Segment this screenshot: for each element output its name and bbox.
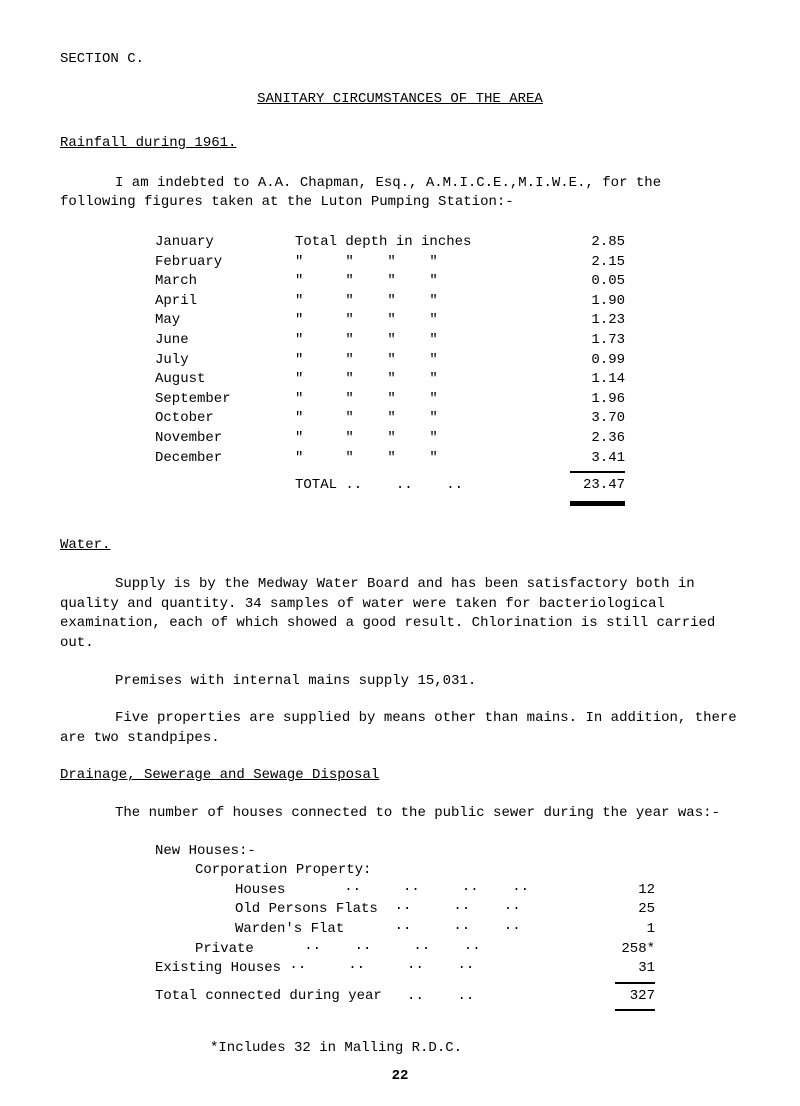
- corporation-label: Corporation Property:: [155, 861, 740, 881]
- house-label: Existing Houses ·· ·· ·· ··: [155, 959, 595, 979]
- month-cell: November: [155, 429, 295, 449]
- total-row: TOTAL .. .. .. 23.47: [155, 476, 740, 496]
- table-row: July " " " " 0.99: [155, 351, 740, 371]
- ditto-cell: " " " ": [295, 429, 555, 449]
- house-value: 258*: [595, 940, 655, 960]
- house-value: 25: [595, 900, 655, 920]
- double-line: [570, 501, 625, 506]
- page-number: 22: [60, 1067, 740, 1087]
- houses-table: New Houses:- Corporation Property: House…: [155, 842, 740, 1015]
- intro-paragraph: I am indebted to A.A. Chapman, Esq., A.M…: [60, 174, 740, 213]
- month-cell: January: [155, 233, 295, 253]
- water-paragraph-1: Supply is by the Medway Water Board and …: [60, 575, 740, 653]
- table-row: May " " " " 1.23: [155, 311, 740, 331]
- rainfall-table: January Total depth in inches 2.85 Febru…: [155, 233, 740, 526]
- total-row: [155, 496, 740, 526]
- rainfall-heading: Rainfall during 1961.: [60, 134, 740, 154]
- month-cell: July: [155, 351, 295, 371]
- divider-line: [615, 1009, 655, 1011]
- new-houses-label: New Houses:-: [155, 842, 740, 862]
- table-row: Old Persons Flats ·· ·· ·· 25: [155, 900, 740, 920]
- month-cell: August: [155, 370, 295, 390]
- table-row: January Total depth in inches 2.85: [155, 233, 740, 253]
- house-label: Private ·· ·· ·· ··: [195, 940, 595, 960]
- value-cell: 3.70: [555, 409, 625, 429]
- house-value: 1: [595, 920, 655, 940]
- ditto-cell: " " " ": [295, 390, 555, 410]
- table-row: February " " " " 2.15: [155, 253, 740, 273]
- total-value: 23.47: [555, 476, 625, 496]
- ditto-cell: " " " ": [295, 370, 555, 390]
- water-paragraph-3: Five properties are supplied by means ot…: [60, 709, 740, 748]
- house-label: Warden's Flat ·· ·· ··: [235, 920, 595, 940]
- divider-line: [570, 471, 625, 473]
- total-connected-label: Total connected during year .. ..: [155, 987, 595, 1007]
- month-cell: December: [155, 449, 295, 469]
- ditto-cell: " " " ": [295, 331, 555, 351]
- value-cell: 2.36: [555, 429, 625, 449]
- table-row: March " " " " 0.05: [155, 272, 740, 292]
- table-row: April " " " " 1.90: [155, 292, 740, 312]
- month-cell: February: [155, 253, 295, 273]
- depth-header: Total depth in inches: [295, 233, 555, 253]
- value-cell: 1.90: [555, 292, 625, 312]
- month-cell: April: [155, 292, 295, 312]
- month-cell: March: [155, 272, 295, 292]
- drainage-heading: Drainage, Sewerage and Sewage Disposal: [60, 766, 740, 786]
- table-row: September " " " " 1.96: [155, 390, 740, 410]
- table-row: December " " " " 3.41: [155, 449, 740, 469]
- footnote: *Includes 32 in Malling R.D.C.: [210, 1039, 740, 1059]
- house-label: Houses ·· ·· ·· ··: [235, 881, 595, 901]
- month-cell: May: [155, 311, 295, 331]
- value-cell: 1.73: [555, 331, 625, 351]
- value-cell: 1.96: [555, 390, 625, 410]
- drainage-paragraph: The number of houses connected to the pu…: [60, 804, 740, 824]
- water-paragraph-2: Premises with internal mains supply 15,0…: [60, 672, 740, 692]
- value-cell: 1.23: [555, 311, 625, 331]
- value-cell: 2.15: [555, 253, 625, 273]
- total-connected-value: 327: [595, 987, 655, 1007]
- table-row: November " " " " 2.36: [155, 429, 740, 449]
- table-row: August " " " " 1.14: [155, 370, 740, 390]
- month-cell: June: [155, 331, 295, 351]
- value-cell: 2.85: [555, 233, 625, 253]
- total-label: TOTAL .. .. ..: [295, 476, 555, 496]
- sum-line-row: [155, 979, 740, 987]
- total-row: [155, 468, 740, 476]
- month-cell: September: [155, 390, 295, 410]
- ditto-cell: " " " ": [295, 409, 555, 429]
- sum-line-row: [155, 1006, 740, 1014]
- total-connected-row: Total connected during year .. .. 327: [155, 987, 740, 1007]
- page-title: SANITARY CIRCUMSTANCES OF THE AREA: [60, 90, 740, 110]
- table-row: Houses ·· ·· ·· ·· 12: [155, 881, 740, 901]
- value-cell: 1.14: [555, 370, 625, 390]
- table-row: Existing Houses ·· ·· ·· ·· 31: [155, 959, 740, 979]
- month-cell: October: [155, 409, 295, 429]
- table-row: Warden's Flat ·· ·· ·· 1: [155, 920, 740, 940]
- table-row: Private ·· ·· ·· ·· 258*: [155, 940, 740, 960]
- divider-line: [615, 982, 655, 984]
- ditto-cell: " " " ": [295, 272, 555, 292]
- ditto-cell: " " " ": [295, 351, 555, 371]
- value-cell: 0.05: [555, 272, 625, 292]
- section-label: SECTION C.: [60, 50, 740, 70]
- ditto-cell: " " " ": [295, 292, 555, 312]
- table-row: June " " " " 1.73: [155, 331, 740, 351]
- water-heading: Water.: [60, 536, 740, 556]
- ditto-cell: " " " ": [295, 449, 555, 469]
- house-value: 31: [595, 959, 655, 979]
- house-value: 12: [595, 881, 655, 901]
- table-row: October " " " " 3.70: [155, 409, 740, 429]
- value-cell: 0.99: [555, 351, 625, 371]
- ditto-cell: " " " ": [295, 311, 555, 331]
- value-cell: 3.41: [555, 449, 625, 469]
- ditto-cell: " " " ": [295, 253, 555, 273]
- house-label: Old Persons Flats ·· ·· ··: [235, 900, 595, 920]
